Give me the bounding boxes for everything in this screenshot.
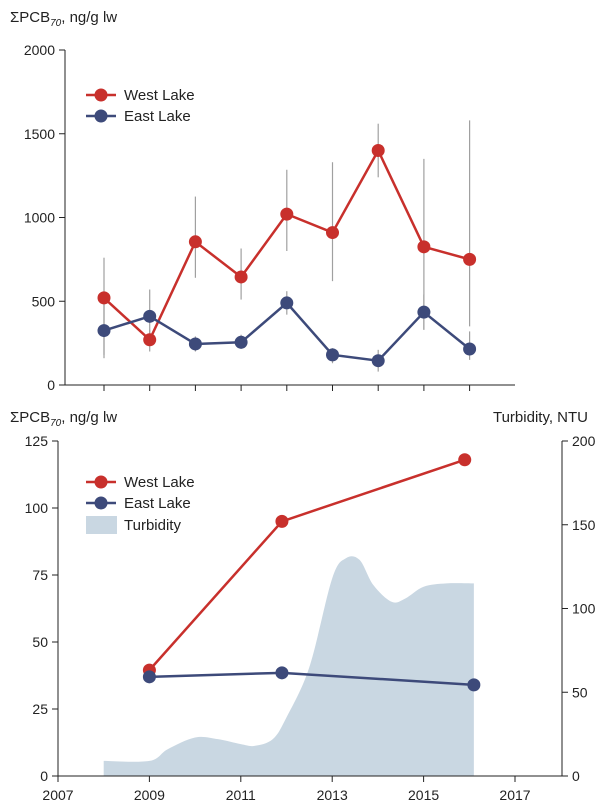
east-lake-point [467, 678, 481, 692]
east-lake-point [326, 348, 339, 362]
west-lake-point [463, 252, 477, 266]
top-y-tick-label: 1000 [24, 210, 55, 226]
legend-west-label: West Lake [124, 474, 195, 491]
top-y-tick-label: 500 [32, 293, 56, 309]
bottom-y2-tick-label: 150 [572, 517, 596, 533]
east-lake-point [275, 666, 289, 680]
bottom-x-tick-label: 2015 [408, 787, 439, 803]
bottom-legend: West Lake East Lake Turbidity [86, 474, 195, 534]
west-lake-point [371, 144, 385, 157]
east-lake-point [234, 335, 248, 349]
top-y-tick-label: 1500 [24, 126, 55, 142]
turbidity-area [103, 556, 474, 776]
west-lake-point [188, 235, 202, 249]
top-y-axis-label: ΣPCB70, ng/g lw [10, 9, 117, 29]
bottom-x-ticks: 2007 2009 2011 2013 2015 2017 [42, 776, 531, 803]
top-y-tick-label: 2000 [24, 42, 55, 58]
top-panel: ΣPCB70, ng/g lw 0 500 1000 1500 2000 West La… [10, 9, 515, 393]
bottom-y2-axis-label: Turbidity, NTU [493, 409, 588, 426]
bottom-y2-tick-label: 100 [572, 601, 596, 617]
west-lake-point [234, 270, 248, 284]
west-lake-point [417, 240, 431, 254]
bottom-y-tick-label: 100 [25, 500, 49, 516]
turbidity-area-group [103, 556, 474, 776]
bottom-series-points [142, 453, 481, 692]
legend-west-label: West Lake [124, 87, 195, 104]
legend-east-marker [94, 496, 108, 510]
east-lake-point [463, 342, 477, 356]
bottom-x-tick-label: 2017 [499, 787, 530, 803]
bottom-y2-ticks: 0 50 100 150 200 [562, 433, 596, 784]
legend-east-marker [94, 109, 108, 123]
east-lake-point [143, 309, 157, 323]
bottom-y-tick-label: 25 [32, 701, 48, 717]
bottom-x-tick-label: 2011 [226, 787, 256, 803]
west-lake-point [326, 226, 339, 240]
east-lake-point [188, 337, 202, 351]
top-y-tick-label: 0 [47, 377, 55, 393]
bottom-y-ticks: 0 25 50 75 100 125 [25, 433, 58, 784]
bottom-x-tick-label: 2007 [42, 787, 73, 803]
bottom-x-tick-label: 2013 [317, 787, 348, 803]
legend-west-marker [94, 475, 108, 489]
top-x-ticks [103, 385, 471, 391]
west-lake-point [143, 333, 157, 347]
top-error-bars [103, 120, 471, 372]
top-y-ticks: 0 500 1000 1500 2000 [24, 42, 65, 393]
east-lake-point [417, 305, 431, 319]
west-lake-point [280, 207, 294, 221]
east-lake-point [97, 324, 111, 338]
legend-turbidity-swatch [86, 516, 117, 534]
west-lake-point [275, 514, 289, 528]
bottom-y-tick-label: 50 [32, 634, 48, 650]
legend-east-label: East Lake [124, 108, 191, 125]
bottom-y-tick-label: 75 [32, 567, 48, 583]
bottom-y2-tick-label: 200 [572, 433, 596, 449]
legend-turbidity-label: Turbidity [124, 517, 181, 534]
top-series-points [97, 144, 477, 368]
east-lake-point [371, 354, 385, 368]
bottom-x-tick-label: 2009 [134, 787, 165, 803]
top-legend: West Lake East Lake [86, 87, 195, 125]
bottom-y-tick-label: 0 [40, 768, 48, 784]
bottom-y2-tick-label: 50 [572, 684, 588, 700]
east-lake-point [280, 296, 294, 310]
legend-east-label: East Lake [124, 495, 191, 512]
east-lake-point [142, 670, 156, 684]
legend-west-marker [94, 88, 108, 102]
west-lake-point [458, 453, 472, 467]
bottom-y2-tick-label: 0 [572, 768, 580, 784]
bottom-y-axis-label: ΣPCB70, ng/g lw [10, 409, 117, 429]
west-lake-point [97, 291, 111, 305]
bottom-y-tick-label: 125 [25, 433, 49, 449]
bottom-panel: ΣPCB70, ng/g lw Turbidity, NTU 0 25 50 75 10… [10, 409, 596, 803]
